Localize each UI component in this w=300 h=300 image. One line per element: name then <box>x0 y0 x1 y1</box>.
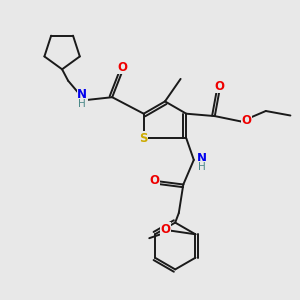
Text: O: O <box>214 80 224 93</box>
Text: H: H <box>198 161 206 172</box>
Text: O: O <box>149 173 160 187</box>
Text: S: S <box>139 132 147 145</box>
Text: N: N <box>197 152 207 165</box>
Text: H: H <box>78 99 86 109</box>
Text: O: O <box>117 61 128 74</box>
Text: O: O <box>242 114 252 127</box>
Text: O: O <box>160 223 170 236</box>
Text: N: N <box>77 88 87 101</box>
